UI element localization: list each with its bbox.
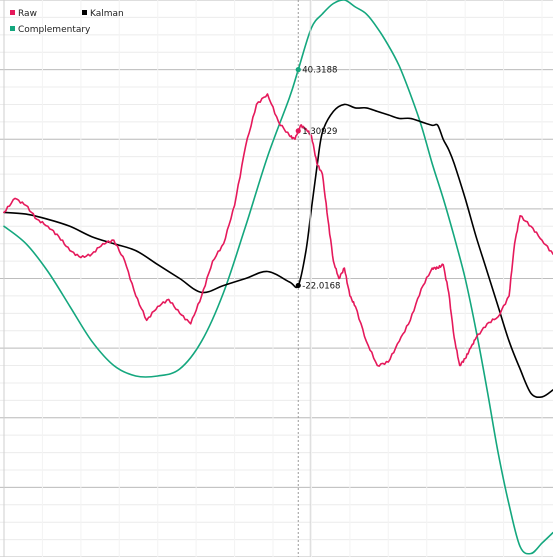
legend-item-kalman[interactable]: Kalman [82, 9, 124, 19]
legend-swatch-complementary [10, 26, 15, 31]
legend-label-complementary: Complementary [18, 25, 91, 35]
legend-swatch-kalman [82, 10, 87, 15]
series-line-raw [3, 93, 553, 367]
legend-swatch-raw [10, 10, 15, 15]
crosshair-readout-raw: 1.30929 [302, 127, 337, 137]
crosshair-dot-kalman [295, 282, 301, 289]
legend-item-complementary[interactable]: Complementary [10, 25, 91, 35]
legend-label-raw: Raw [18, 9, 37, 19]
legend-item-raw[interactable]: Raw [10, 9, 37, 19]
legend-label-kalman: Kalman [90, 9, 124, 19]
crosshair-dot-complementary [295, 67, 301, 73]
crosshair-layer: 40.3188 1.30929 -22.0168 [295, 0, 340, 557]
legend: Raw Kalman Complementary [10, 9, 124, 35]
series-layer [3, 0, 553, 555]
crosshair-readout-complementary: 40.3188 [302, 66, 337, 76]
crosshair-dot-raw [295, 128, 301, 134]
series-line-complementary [3, 0, 553, 555]
series-line-kalman [3, 103, 553, 399]
crosshair-readout-kalman: -22.0168 [302, 281, 340, 291]
